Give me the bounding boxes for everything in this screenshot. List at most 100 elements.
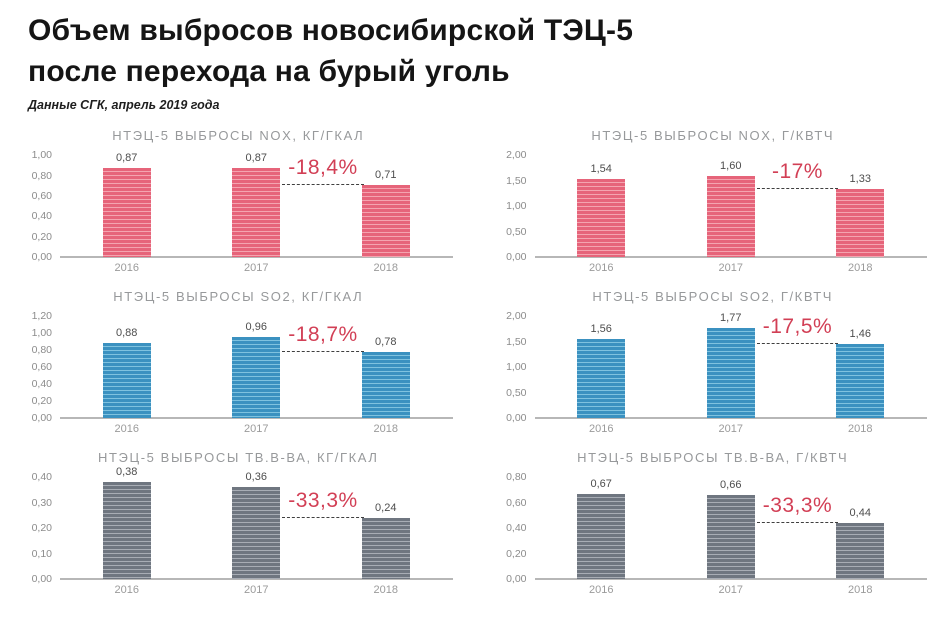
y-tick-label: 0,00 [506,412,527,425]
bar [232,487,281,580]
y-axis: 2,00 1,50 1,00 0,50 0,00 [499,310,535,424]
y-tick-label: 1,20 [31,310,52,323]
bar-value-label: 0,78 [375,335,397,348]
bar [102,168,151,258]
y-tick-label: 1,00 [506,200,527,213]
bar [577,178,626,258]
bar-value-label: 0,96 [245,320,267,333]
y-tick-label: 1,50 [506,174,527,187]
y-tick-label: 0,00 [31,573,52,586]
comparison-dashed-line [756,522,839,524]
x-tick-label: 2018 [373,262,399,275]
bar [706,175,755,258]
comparison-dashed-line [282,350,364,352]
percent-change-annotation: -33,3% [288,489,358,512]
y-tick-label: 0,40 [31,471,52,484]
x-axis: 2016 2017 2018 [535,579,928,599]
chart-nox-g-kwth: НТЭЦ-5 ВЫБРОСЫ NOX, Г/КВТЧ 2,00 1,50 1,00 0… [499,128,927,277]
bar-value-label: 0,24 [375,502,397,514]
percent-change-annotation: -33,3% [762,494,833,518]
bar-value-label: 0,87 [245,152,267,165]
x-tick-label: 2018 [373,584,399,597]
x-tick-label: 2018 [373,423,399,436]
y-tick-label: 0,40 [31,378,52,391]
bar-value-label: 0,71 [375,168,397,181]
chart-title: НТЭЦ-5 ВЫБРОСЫ ТВ.В-ВА, Г/КВТЧ [577,450,849,466]
chart-body: 0,80 0,60 0,40 0,20 0,00 0,67 0,66 0,44 -33,3% [499,471,927,585]
bar [577,338,626,419]
x-axis: 2016 2017 2018 [535,418,928,438]
bar [232,336,281,419]
bar-value-label: 0,66 [720,479,742,492]
bar-value-label: 0,36 [245,471,267,484]
x-tick-label: 2016 [588,262,614,275]
x-tick-label: 2018 [848,262,873,275]
x-tick-label: 2018 [848,584,873,597]
x-axis-line [60,256,453,259]
y-tick-label: 0,00 [506,251,527,264]
y-tick-label: 0,00 [31,412,52,425]
y-tick-label: 0,40 [31,210,52,223]
bar-value-label: 0,67 [590,477,612,490]
percent-change-annotation: -17,5% [762,314,833,338]
plot-area: 1,56 1,77 1,46 -17,5% [534,312,927,420]
x-tick-label: 2017 [244,423,269,436]
chart-solids-kg-gkal: НТЭЦ-5 ВЫБРОСЫ ТВ.В-ВА, КГ/ГКАЛ 0,40 0,30… [24,450,453,599]
x-axis-line [534,578,927,581]
y-axis: 0,40 0,30 0,20 0,10 0,00 [24,471,60,585]
chart-solids-g-kwth: НТЭЦ-5 ВЫБРОСЫ ТВ.В-ВА, Г/КВТЧ 0,80 0,60 0… [499,450,928,599]
x-tick-label: 2016 [114,584,139,597]
x-tick-label: 2017 [718,423,743,436]
x-tick-label: 2016 [114,423,139,436]
y-tick-label: 0,00 [506,573,527,586]
bar [706,327,755,419]
y-tick-label: 1,00 [31,149,52,162]
y-tick-label: 0,20 [31,395,52,408]
bar-value-label: 1,60 [720,159,742,172]
y-tick-label: 0,20 [31,230,52,243]
chart-title: НТЭЦ-5 ВЫБРОСЫ NOX, КГ/ГКАЛ [112,128,365,144]
y-tick-label: 0,80 [31,344,52,357]
bar [836,189,885,258]
page-subtitle: Данные СГК, апрель 2019 года [28,98,220,113]
percent-change-annotation: -17% [771,160,823,184]
y-axis: 1,00 0,80 0,60 0,40 0,20 0,00 [24,149,60,263]
page-title: Объем выбросов новосибирской ТЭЦ-5 после… [28,14,634,89]
x-tick-label: 2017 [244,584,269,597]
bar-value-label: 0,87 [116,152,138,165]
x-tick-label: 2016 [114,262,139,275]
plot-area: 0,67 0,66 0,44 -33,3% [534,477,927,581]
y-tick-label: 1,00 [506,361,527,374]
y-axis: 0,80 0,60 0,40 0,20 0,00 [499,471,535,585]
plot-area: 0,38 0,36 0,24 -33,3% [60,466,453,581]
bar-value-label: 1,33 [849,173,871,186]
y-tick-label: 0,00 [31,251,52,264]
chart-body: 1,20 1,00 0,80 0,60 0,40 0,20 0,00 0,88 0,96 0,7… [24,310,453,424]
bar [232,168,281,258]
x-tick-label: 2018 [848,423,873,436]
y-tick-label: 1,50 [506,335,527,348]
chart-nox-kg-gkal: НТЭЦ-5 ВЫБРОСЫ NOX, КГ/ГКАЛ 1,00 0,80 0,60… [24,128,453,277]
y-tick-label: 0,60 [31,361,52,374]
y-tick-label: 0,30 [31,496,52,509]
plot-area: 1,54 1,60 1,33 -17% [534,155,927,259]
x-axis: 2016 2017 2018 [60,418,453,438]
chart-title: НТЭЦ-5 ВЫБРОСЫ NOX, Г/КВТЧ [591,128,835,144]
x-axis-line [534,417,927,420]
y-tick-label: 0,10 [31,547,52,560]
y-tick-label: 1,00 [31,327,52,340]
x-tick-label: 2017 [718,262,743,275]
comparison-dashed-line [756,188,839,190]
x-axis-line [60,578,453,581]
x-tick-label: 2016 [588,423,614,436]
chart-body: 2,00 1,50 1,00 0,50 0,00 1,54 1,60 1,33 -17% [499,149,927,263]
y-tick-label: 0,50 [506,225,527,238]
y-tick-label: 0,50 [506,386,527,399]
chart-body: 0,40 0,30 0,20 0,10 0,00 0,38 0,36 0,24 -33,3% [24,466,453,585]
bar [836,523,885,580]
bar [102,482,151,580]
x-tick-label: 2017 [718,584,743,597]
bar [361,351,410,419]
y-tick-label: 0,80 [506,471,527,484]
chart-so2-kg-gkal: НТЭЦ-5 ВЫБРОСЫ SO2, КГ/ГКАЛ 1,20 1,00 0,80… [24,289,453,438]
